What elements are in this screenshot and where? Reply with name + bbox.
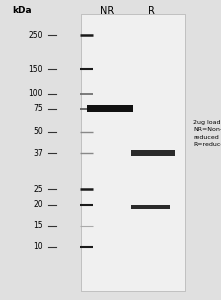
Bar — [131, 150, 175, 156]
Text: 2ug loading
NR=Non-
reduced
R=reduced: 2ug loading NR=Non- reduced R=reduced — [193, 120, 221, 147]
Text: 100: 100 — [29, 89, 43, 98]
Text: 150: 150 — [29, 64, 43, 74]
Text: 75: 75 — [33, 104, 43, 113]
Text: kDa: kDa — [12, 6, 32, 15]
Bar — [81, 14, 185, 291]
Text: R: R — [148, 5, 155, 16]
Text: 50: 50 — [33, 128, 43, 136]
Text: 25: 25 — [33, 184, 43, 194]
Text: 20: 20 — [33, 200, 43, 209]
Bar — [131, 205, 170, 209]
Text: NR: NR — [100, 5, 114, 16]
Bar — [87, 105, 133, 112]
Text: 37: 37 — [33, 148, 43, 158]
Text: 15: 15 — [33, 221, 43, 230]
Text: 250: 250 — [29, 31, 43, 40]
Text: 10: 10 — [33, 242, 43, 251]
